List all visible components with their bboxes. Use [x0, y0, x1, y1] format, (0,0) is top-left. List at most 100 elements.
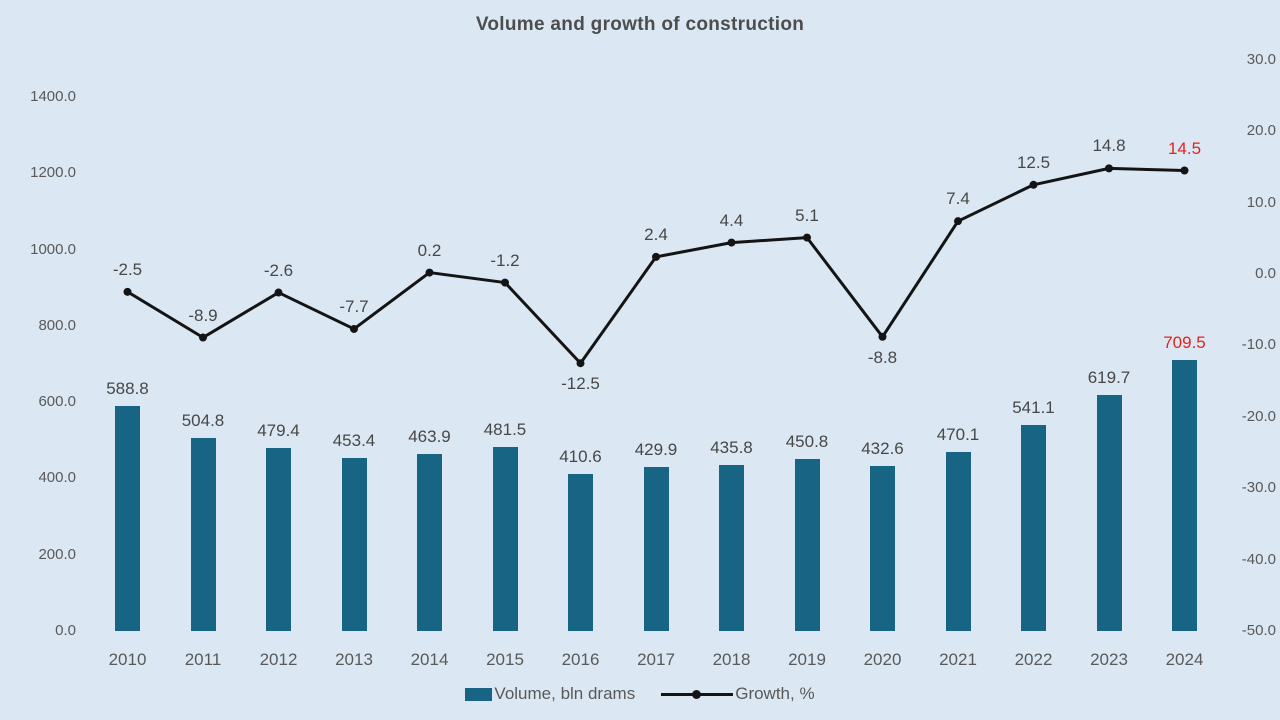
- line-point: [1105, 164, 1113, 173]
- x-axis-label: 2017: [637, 650, 675, 669]
- bar-value-label: 429.9: [634, 440, 678, 460]
- line-point: [274, 288, 283, 297]
- line-value-label: -2.5: [112, 259, 143, 279]
- right-axis-tick-label: 0.0: [1255, 265, 1276, 282]
- bar-value-label: 541.1: [1012, 397, 1055, 417]
- line-point: [1029, 180, 1038, 189]
- line-point: [123, 287, 132, 296]
- line-value-label: -12.5: [561, 374, 600, 394]
- line-point: [425, 268, 434, 277]
- legend-volume-label: Volume, bln drams: [494, 684, 636, 703]
- line-point: [954, 217, 962, 226]
- x-axis-label: 2014: [410, 650, 449, 669]
- right-axis-tick-label: -40.0: [1241, 550, 1276, 568]
- line-value-label: 12.5: [1016, 152, 1051, 172]
- x-axis-label: 2021: [939, 650, 977, 669]
- legend-growth-label: Growth, %: [735, 684, 815, 703]
- bar-value-label: 435.8: [710, 437, 753, 457]
- x-axis-label: 2011: [184, 650, 222, 669]
- left-axis-tick-label: 1200.0: [30, 164, 76, 182]
- line-value-label: 2.4: [644, 224, 668, 244]
- line-value-label: -1.2: [490, 250, 520, 270]
- line-point: [199, 333, 207, 342]
- legend-item-growth: Growth, %: [661, 684, 815, 704]
- left-axis-tick-label: 800.0: [38, 316, 76, 334]
- volume-bar: [568, 474, 593, 631]
- left-axis-tick-label: 400.0: [38, 469, 76, 487]
- line-point: [501, 278, 509, 287]
- volume-bar: [190, 438, 216, 631]
- line-point: [652, 252, 660, 261]
- right-axis-tick-label: -10.0: [1241, 336, 1276, 354]
- line-point: [803, 233, 811, 242]
- line-value-label: -8.8: [867, 347, 898, 367]
- left-axis-tick-label: 1000.0: [30, 240, 76, 258]
- volume-bar: [945, 451, 971, 631]
- volume-bar: [794, 459, 820, 631]
- right-axis-tick-label: -30.0: [1241, 479, 1276, 497]
- bar-value-label: 432.6: [861, 438, 904, 458]
- line-point: [576, 359, 585, 368]
- legend-item-volume: Volume, bln drams: [465, 684, 635, 704]
- x-axis-label: 2010: [108, 650, 147, 669]
- x-axis-label: 2018: [712, 650, 751, 669]
- volume-bar: [266, 448, 291, 631]
- bar-value-label: 504.8: [181, 411, 225, 431]
- bar-value-label: 463.9: [408, 427, 451, 447]
- bar-value-label: 410.6: [559, 447, 602, 467]
- right-axis-tick-label: -50.0: [1241, 621, 1276, 639]
- x-axis-label: 2023: [1090, 650, 1128, 669]
- bar-value-label: 470.1: [936, 424, 980, 444]
- bar-value-label: 450.8: [785, 432, 829, 452]
- volume-bar: [643, 467, 669, 631]
- volume-bar: [719, 464, 744, 631]
- right-axis-tick-label: 10.0: [1246, 193, 1276, 211]
- line-value-label: -2.6: [263, 260, 294, 280]
- volume-bar: [341, 458, 367, 631]
- bar-series-swatch-icon: [465, 687, 493, 701]
- bar-value-label: 619.7: [1087, 367, 1131, 387]
- line-point: [727, 238, 736, 247]
- left-axis-tick-label: 1400.0: [30, 88, 76, 105]
- volume-bar: [870, 465, 895, 631]
- right-axis-tick-label: -20.0: [1241, 407, 1276, 425]
- line-value-label: 4.4: [719, 210, 744, 230]
- volume-bar: [115, 406, 140, 631]
- x-axis-label: 2012: [259, 650, 298, 669]
- line-point: [878, 332, 887, 341]
- x-axis-label: 2020: [863, 650, 902, 669]
- bar-value-label: 453.4: [332, 431, 376, 451]
- x-axis-label: 2022: [1014, 650, 1053, 669]
- x-axis-label: 2016: [561, 650, 600, 669]
- legend: Volume, bln drams Growth, %: [0, 684, 1280, 704]
- line-value-label: 14.8: [1092, 136, 1126, 156]
- line-value-label: -8.9: [188, 305, 218, 325]
- right-axis-tick-label: 20.0: [1246, 122, 1276, 140]
- line-point: [350, 324, 358, 333]
- line-point: [1180, 166, 1189, 175]
- line-series-symbol-icon: [661, 688, 734, 701]
- left-axis-tick-label: 0.0: [55, 622, 76, 639]
- x-axis-label: 2019: [788, 650, 826, 669]
- line-value-label: -7.7: [339, 296, 369, 316]
- line-value-label: 5.1: [795, 205, 819, 225]
- bar-value-label: 588.8: [106, 379, 149, 399]
- volume-bar: [1172, 360, 1197, 631]
- volume-bar: [417, 454, 442, 631]
- bar-value-label: 479.4: [257, 421, 300, 441]
- left-axis-tick-label: 200.0: [38, 545, 76, 563]
- chart-title: Volume and growth of construction: [475, 14, 805, 35]
- x-axis-label: 2015: [486, 650, 524, 669]
- left-axis-tick-label: 600.0: [38, 393, 76, 411]
- line-value-label: 14.5: [1167, 138, 1202, 158]
- x-axis-label: 2013: [335, 650, 373, 669]
- right-axis-tick-label: 30.0: [1246, 50, 1276, 68]
- volume-bar: [1021, 424, 1046, 631]
- bar-value-label: 481.5: [483, 420, 527, 440]
- line-value-label: 0.2: [417, 240, 442, 260]
- bar-value-label: 709.5: [1163, 333, 1206, 353]
- volume-bar: [492, 447, 518, 631]
- volume-bar: [1096, 394, 1122, 631]
